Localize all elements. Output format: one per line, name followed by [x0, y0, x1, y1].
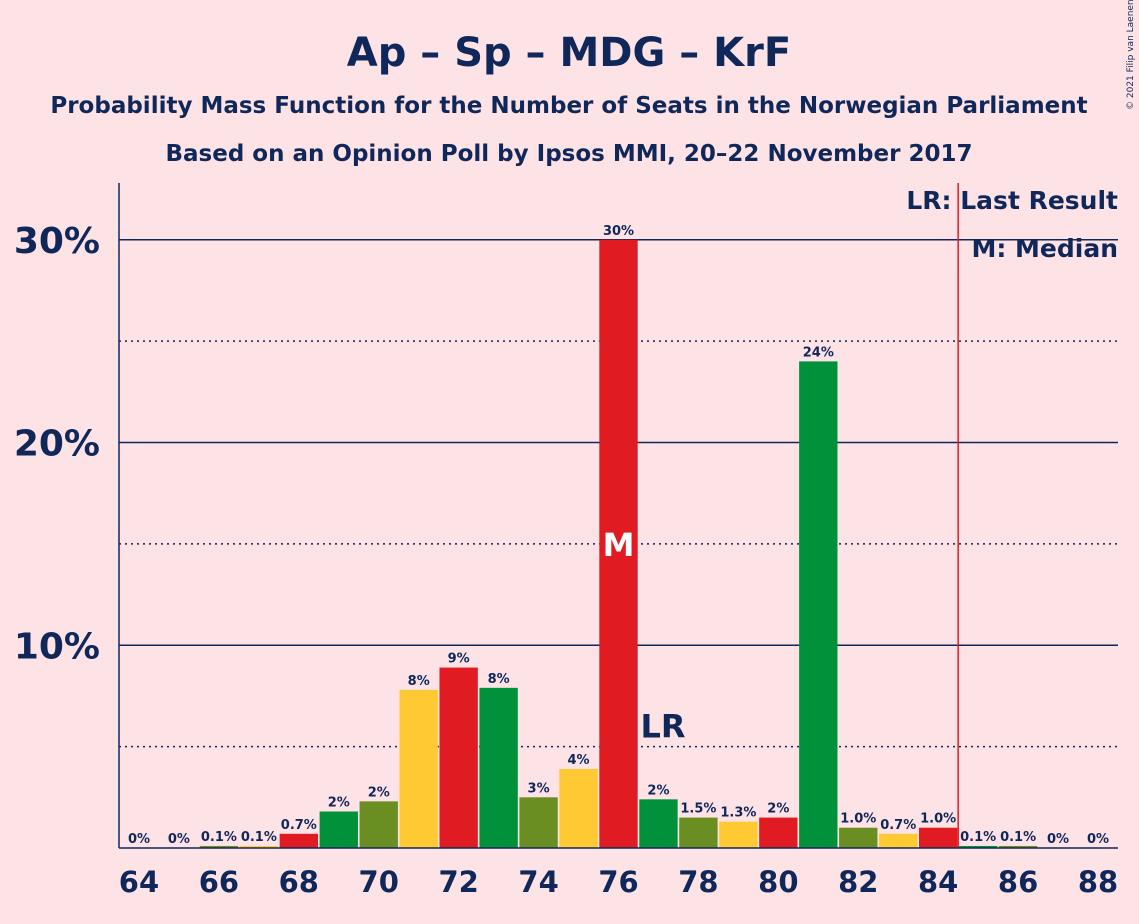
bar-84: [918, 827, 958, 848]
data-label-77: 2%: [647, 783, 669, 798]
bar-79: [719, 821, 758, 848]
bar-70: [359, 801, 398, 848]
bar-69: [319, 811, 358, 848]
x-tick-label: 64: [119, 865, 159, 899]
bar-80: [759, 817, 798, 848]
data-label-84: 1.0%: [920, 812, 956, 827]
legend-median: M: Median: [971, 234, 1118, 263]
bar-75: [559, 768, 598, 848]
y-tick-label: 10%: [14, 626, 100, 667]
data-label-74: 3%: [528, 781, 550, 796]
data-label-69: 2%: [328, 796, 350, 811]
x-axis-ticks: 64 66 68 70 72 74 76 78 80 82 84 86 88: [119, 865, 1118, 899]
data-label-65: 0%: [168, 832, 190, 847]
x-tick-label: 84: [918, 865, 958, 899]
data-label-67: 0.1%: [241, 830, 277, 845]
y-tick-label: 30%: [14, 221, 100, 262]
bars: [199, 239, 1038, 848]
data-label-78: 1.5%: [680, 802, 716, 817]
bar-76: [599, 239, 638, 848]
data-label-70: 2%: [368, 785, 390, 800]
legend-last-result: LR: Last Result: [906, 186, 1118, 215]
data-label-64: 0%: [128, 832, 150, 847]
data-label-85: 0.1%: [960, 830, 996, 845]
x-tick-label: 78: [678, 865, 718, 899]
bar-82: [839, 827, 878, 848]
bar-66: [199, 845, 239, 848]
data-labels: 0% 0% 0.1% 0.1% 0.7% 2% 2% 8% 9% 8% 3% 4% 30% 2% 1.5% 1…: [128, 224, 1109, 847]
x-tick-label: 68: [279, 865, 319, 899]
bar-81: [799, 361, 838, 848]
axes: [118, 183, 1118, 849]
bar-72: [439, 667, 478, 848]
x-tick-label: 74: [518, 865, 558, 899]
x-tick-label: 82: [838, 865, 878, 899]
bar-67: [239, 845, 279, 848]
bar-85: [958, 845, 998, 848]
chart-title: Ap – Sp – MDG – KrF: [347, 30, 791, 76]
data-label-88: 0%: [1087, 832, 1109, 847]
data-label-76: 30%: [603, 224, 634, 239]
data-label-82: 1.0%: [840, 812, 876, 827]
bar-73: [479, 687, 518, 848]
bar-83: [879, 833, 918, 848]
y-axis-ticks: 10% 20% 30%: [14, 221, 100, 667]
x-tick-label: 88: [1078, 865, 1118, 899]
data-label-81: 24%: [803, 345, 834, 360]
bar-78: [679, 817, 718, 848]
data-label-75: 4%: [568, 753, 590, 768]
x-tick-label: 76: [598, 865, 638, 899]
x-tick-label: 80: [758, 865, 798, 899]
data-label-87: 0%: [1047, 832, 1069, 847]
bar-77: [639, 799, 678, 848]
median-marker: M: [603, 526, 635, 564]
x-tick-label: 72: [438, 865, 478, 899]
chart-subtitle-2: Based on an Opinion Poll by Ipsos MMI, 2…: [166, 141, 973, 167]
bar-71: [399, 689, 438, 848]
data-label-86: 0.1%: [1000, 830, 1036, 845]
data-label-66: 0.1%: [201, 830, 237, 845]
data-label-73: 8%: [488, 672, 510, 687]
chart-subtitle-1: Probability Mass Function for the Number…: [50, 93, 1087, 119]
data-label-71: 8%: [408, 674, 430, 689]
x-tick-label: 66: [199, 865, 239, 899]
last-result-marker: LR: [640, 707, 685, 745]
copyright-note: © 2021 Filip van Laenen: [1126, 0, 1136, 110]
data-label-83: 0.7%: [880, 818, 916, 833]
data-label-80: 2%: [767, 802, 789, 817]
markers: M LR: [603, 183, 959, 848]
bar-74: [519, 797, 558, 848]
bar-68: [279, 833, 319, 848]
data-label-68: 0.7%: [281, 818, 317, 833]
x-tick-label: 70: [359, 865, 399, 899]
data-label-79: 1.3%: [720, 806, 756, 821]
y-tick-label: 20%: [14, 424, 100, 465]
bar-86: [998, 845, 1038, 848]
data-label-72: 9%: [448, 652, 470, 667]
x-tick-label: 86: [998, 865, 1038, 899]
